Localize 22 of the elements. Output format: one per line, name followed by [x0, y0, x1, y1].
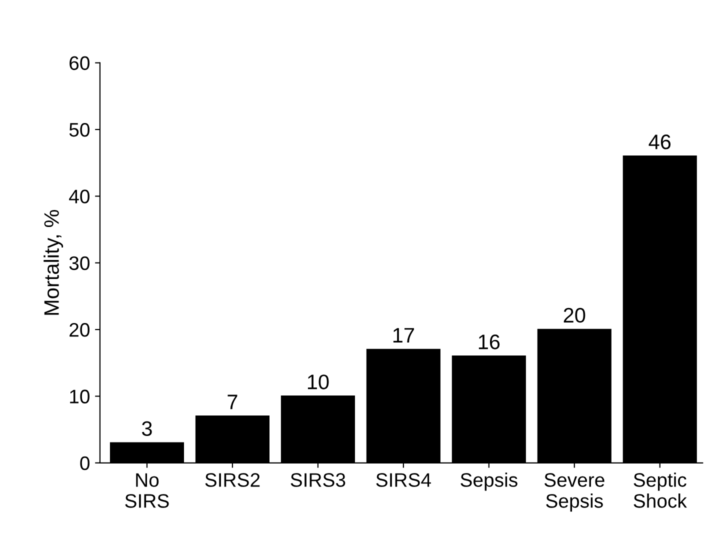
- y-tick-label: 40: [69, 190, 90, 204]
- x-tick-label: Septic Shock: [634, 472, 687, 508]
- y-tick-label: 50: [69, 122, 90, 137]
- y-tick-label: 10: [70, 390, 90, 404]
- data-label: 46: [648, 134, 671, 150]
- data-label: 17: [393, 328, 414, 342]
- x-tick-label: SIRS3: [290, 473, 346, 487]
- y-tick-label: 0: [80, 456, 90, 470]
- x-tick-label: No SIRS: [125, 473, 169, 508]
- y-axis-title: Mortality, %: [44, 210, 64, 315]
- y-tick-label: 20: [70, 323, 90, 337]
- x-tick-label: Severe Sepsis: [544, 473, 604, 512]
- data-label: 16: [478, 334, 500, 350]
- data-label: 3: [142, 421, 152, 436]
- x-tick-label: Sepsis: [460, 472, 518, 491]
- data-label: 20: [564, 308, 586, 323]
- x-tick-label: SIRS4: [376, 473, 431, 487]
- x-tick-label: SIRS2: [205, 473, 260, 487]
- y-tick-label: 30: [69, 256, 90, 270]
- y-tick-label: 60: [70, 56, 90, 70]
- data-label: 7: [228, 394, 238, 410]
- data-label: 10: [308, 374, 329, 390]
